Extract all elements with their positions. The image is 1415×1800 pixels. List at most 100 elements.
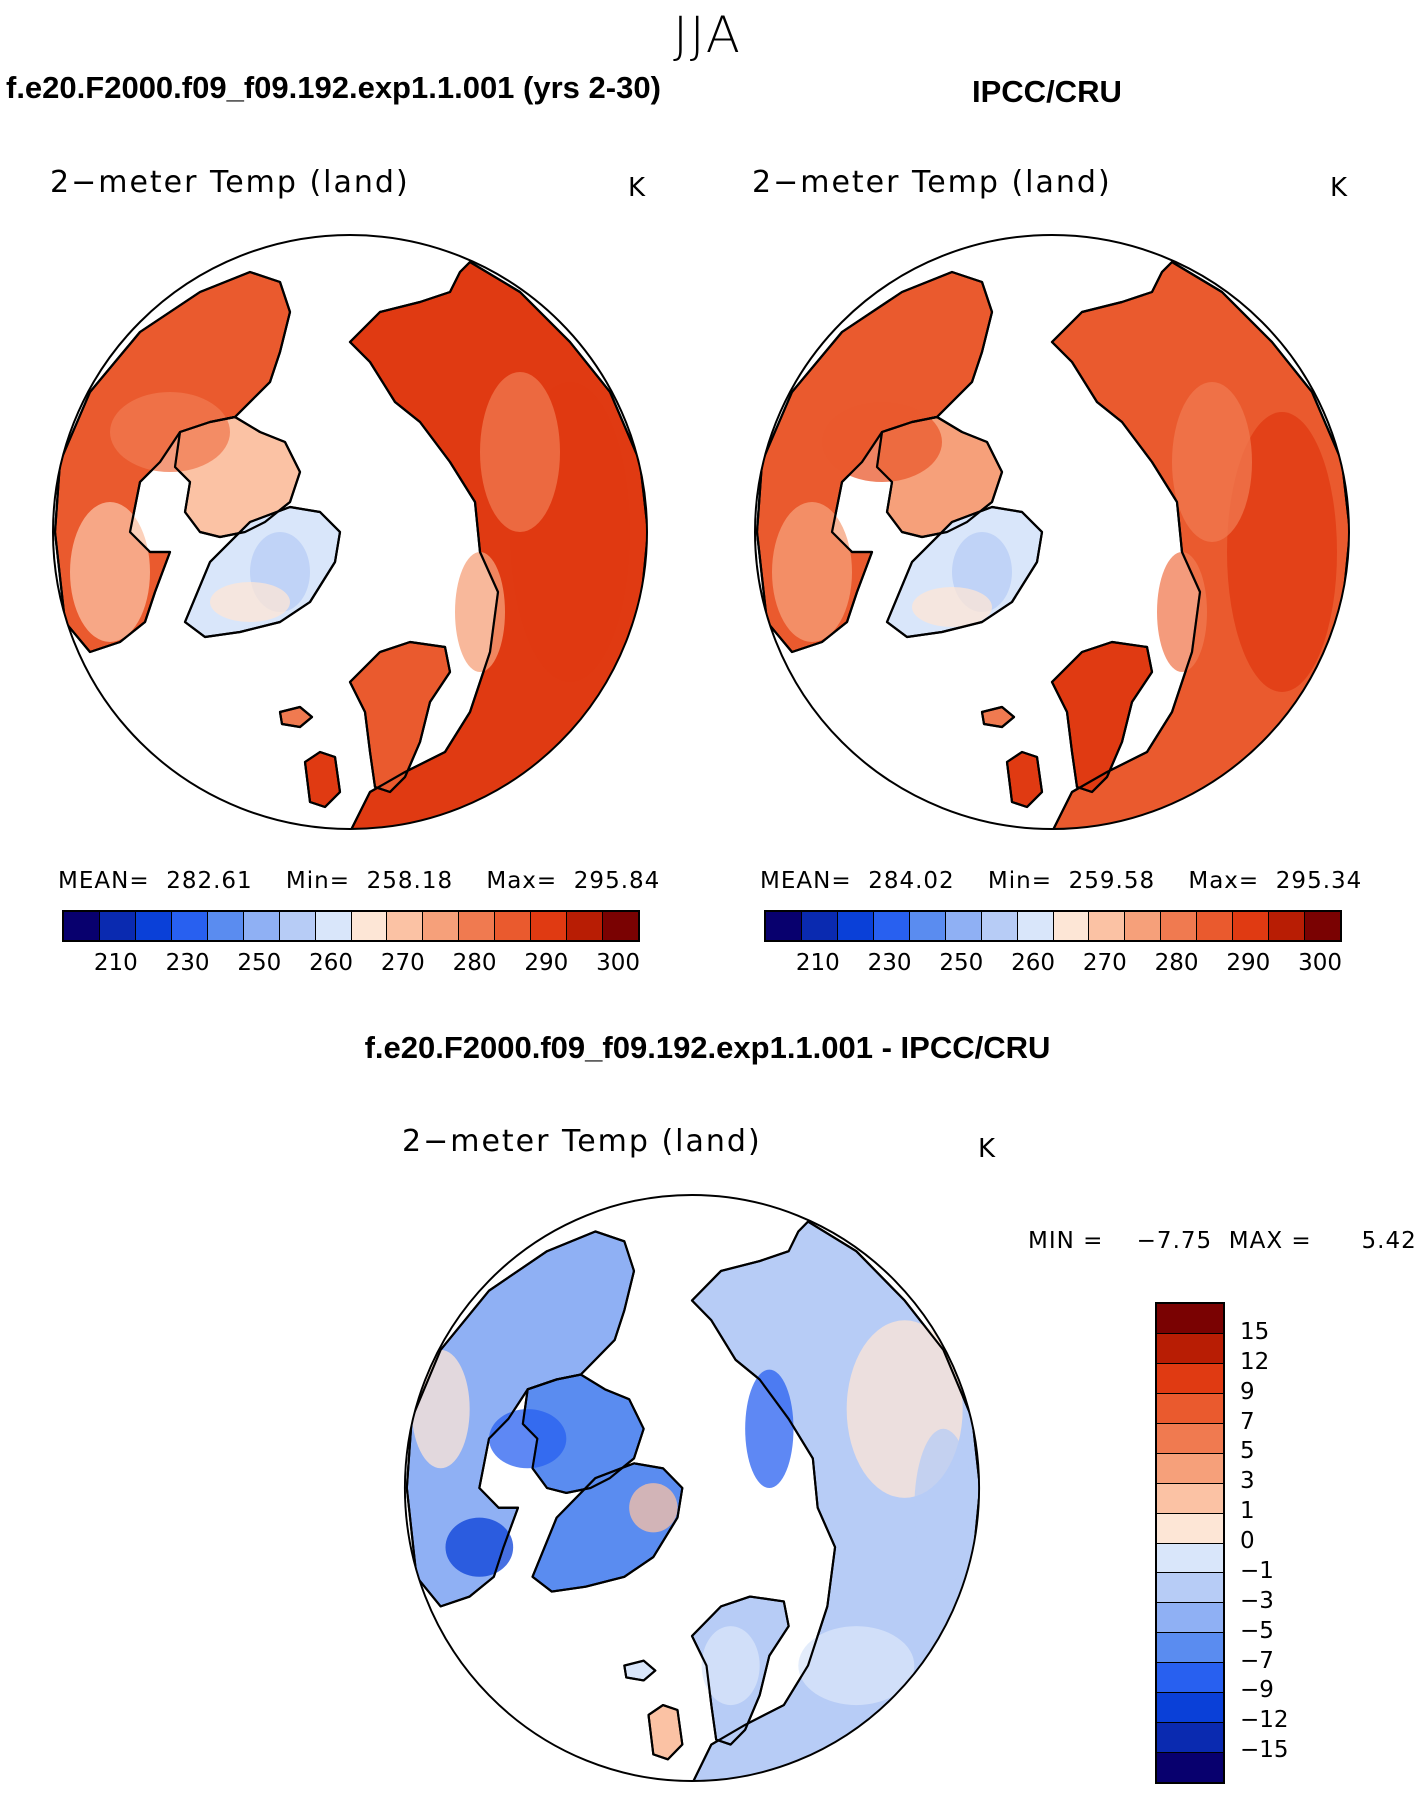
colorbar-swatch xyxy=(1125,912,1162,940)
colorbar-swatch xyxy=(1157,1333,1223,1364)
colorbar-swatch xyxy=(1157,1483,1223,1514)
colorbar-tick-label: 250 xyxy=(939,950,984,976)
colorbar-swatch xyxy=(837,912,874,940)
colorbar-tick-label: −15 xyxy=(1240,1737,1289,1764)
colorbar-swatch xyxy=(1157,1513,1223,1544)
colorbar-tick-label: 280 xyxy=(1154,950,1199,976)
colorbar-tick-label: 210 xyxy=(93,950,138,976)
colorbar-swatch xyxy=(1161,912,1198,940)
colorbar-swatch xyxy=(99,912,136,940)
colorbar-swatch xyxy=(1017,912,1054,940)
colorbar-swatch xyxy=(351,912,388,940)
colorbar-tick-label: 270 xyxy=(1082,950,1127,976)
colorbar-swatch xyxy=(1157,1393,1223,1424)
colorbar-swatch xyxy=(1157,1633,1223,1664)
colorbar-swatch xyxy=(243,912,280,940)
colorbar-tick-label: 270 xyxy=(380,950,425,976)
colorbar-swatch xyxy=(64,912,100,940)
obs-variable-label: 2−meter Temp (land) xyxy=(752,165,1112,200)
colorbar-tick-label: 5 xyxy=(1240,1438,1255,1465)
obs-stats: MEAN= 284.02 Min= 259.58 Max= 295.34 xyxy=(760,868,1363,894)
colorbar-tick-label: 260 xyxy=(309,950,354,976)
field-patch xyxy=(745,1369,794,1488)
obs-panel-title: IPCC/CRU xyxy=(972,74,1122,109)
model-polar-map xyxy=(52,234,648,830)
diff-colorbar-ticks: 15 12 9 7 5 3 1 0 −1 −3 −5 −7 −9 −12 −15 xyxy=(1240,1302,1340,1780)
colorbar-swatch xyxy=(1157,1573,1223,1604)
colorbar-swatch xyxy=(423,912,460,940)
diff-variable-label: 2−meter Temp (land) xyxy=(402,1124,762,1159)
colorbar-swatch xyxy=(766,912,802,940)
colorbar-swatch xyxy=(1233,912,1270,940)
map-boundary-circle xyxy=(754,234,1350,830)
colorbar-swatch xyxy=(801,912,838,940)
field-patch xyxy=(110,392,230,472)
colorbar-swatch xyxy=(1269,912,1306,940)
colorbar-tick-label: 7 xyxy=(1240,1408,1255,1435)
model-stats: MEAN= 282.61 Min= 258.18 Max= 295.84 xyxy=(58,868,661,894)
colorbar-swatch xyxy=(459,912,496,940)
colorbar-swatch xyxy=(207,912,244,940)
colorbar-tick-label: 290 xyxy=(524,950,569,976)
diff-stats: MIN = −7.75 MAX = 5.42 xyxy=(1028,1228,1415,1254)
colorbar-tick-label: 3 xyxy=(1240,1468,1255,1495)
colorbar-tick-label: 290 xyxy=(1226,950,1271,976)
colorbar-swatch xyxy=(171,912,208,940)
season-title: JJA xyxy=(673,6,742,64)
model-panel-title: f.e20.F2000.f09_f09.192.exp1.1.001 (yrs … xyxy=(6,70,661,105)
field-patch xyxy=(210,582,290,622)
colorbar-swatch xyxy=(1197,912,1234,940)
field-patch xyxy=(70,502,150,642)
field-patch xyxy=(772,502,852,642)
obs-polar-map xyxy=(754,234,1350,830)
colorbar-swatch xyxy=(603,912,638,940)
field-patch xyxy=(411,1349,470,1469)
colorbar-swatch xyxy=(873,912,910,940)
colorbar-swatch xyxy=(531,912,568,940)
colorbar-tick-label: −5 xyxy=(1240,1617,1274,1644)
field-patch xyxy=(822,402,942,482)
colorbar-swatch xyxy=(1157,1453,1223,1484)
colorbar-swatch xyxy=(981,912,1018,940)
field-patch xyxy=(1172,382,1252,542)
model-colorbar xyxy=(62,910,640,942)
colorbar-tick-label: 230 xyxy=(165,950,210,976)
colorbar-tick-label: −9 xyxy=(1240,1677,1274,1704)
map-boundary-circle xyxy=(52,234,648,830)
colorbar-swatch xyxy=(1157,1693,1223,1724)
field-patch xyxy=(489,1409,567,1469)
field-patch xyxy=(701,1626,760,1706)
model-units-label: K xyxy=(628,173,646,203)
obs-units-label: K xyxy=(1330,173,1348,203)
colorbar-swatch xyxy=(1157,1723,1223,1754)
obs-colorbar xyxy=(764,910,1342,942)
colorbar-tick-label: 260 xyxy=(1011,950,1056,976)
colorbar-tick-label: 300 xyxy=(1298,950,1343,976)
colorbar-tick-label: 0 xyxy=(1240,1528,1255,1554)
colorbar-swatch xyxy=(315,912,352,940)
colorbar-tick-label: 210 xyxy=(795,950,840,976)
colorbar-swatch xyxy=(1157,1753,1223,1782)
colorbar-tick-label: 9 xyxy=(1240,1378,1255,1405)
diff-polar-map xyxy=(403,1193,981,1783)
obs-colorbar-ticks: 210 230 250 260 270 280 290 300 xyxy=(764,950,1342,980)
field-patch xyxy=(1157,552,1207,672)
colorbar-tick-label: 250 xyxy=(237,950,282,976)
diff-units-label: K xyxy=(978,1134,996,1164)
colorbar-swatch xyxy=(1157,1543,1223,1574)
map-boundary-circle xyxy=(403,1193,981,1783)
field-patch xyxy=(445,1517,514,1577)
colorbar-swatch xyxy=(1157,1663,1223,1694)
colorbar-tick-label: 15 xyxy=(1240,1318,1270,1345)
colorbar-swatch xyxy=(135,912,172,940)
colorbar-swatch xyxy=(1157,1603,1223,1634)
colorbar-swatch xyxy=(945,912,982,940)
colorbar-tick-label: −1 xyxy=(1240,1557,1274,1584)
colorbar-tick-label: −3 xyxy=(1240,1587,1274,1614)
field-patch xyxy=(914,1428,973,1587)
field-patch xyxy=(455,552,505,672)
colorbar-swatch xyxy=(1157,1423,1223,1454)
colorbar-tick-label: 280 xyxy=(452,950,497,976)
field-patch xyxy=(480,372,560,532)
colorbar-swatch xyxy=(567,912,604,940)
